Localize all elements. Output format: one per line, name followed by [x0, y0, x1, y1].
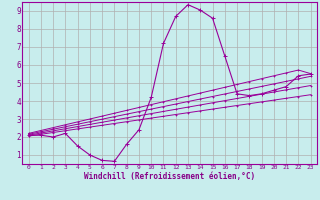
X-axis label: Windchill (Refroidissement éolien,°C): Windchill (Refroidissement éolien,°C): [84, 172, 255, 181]
